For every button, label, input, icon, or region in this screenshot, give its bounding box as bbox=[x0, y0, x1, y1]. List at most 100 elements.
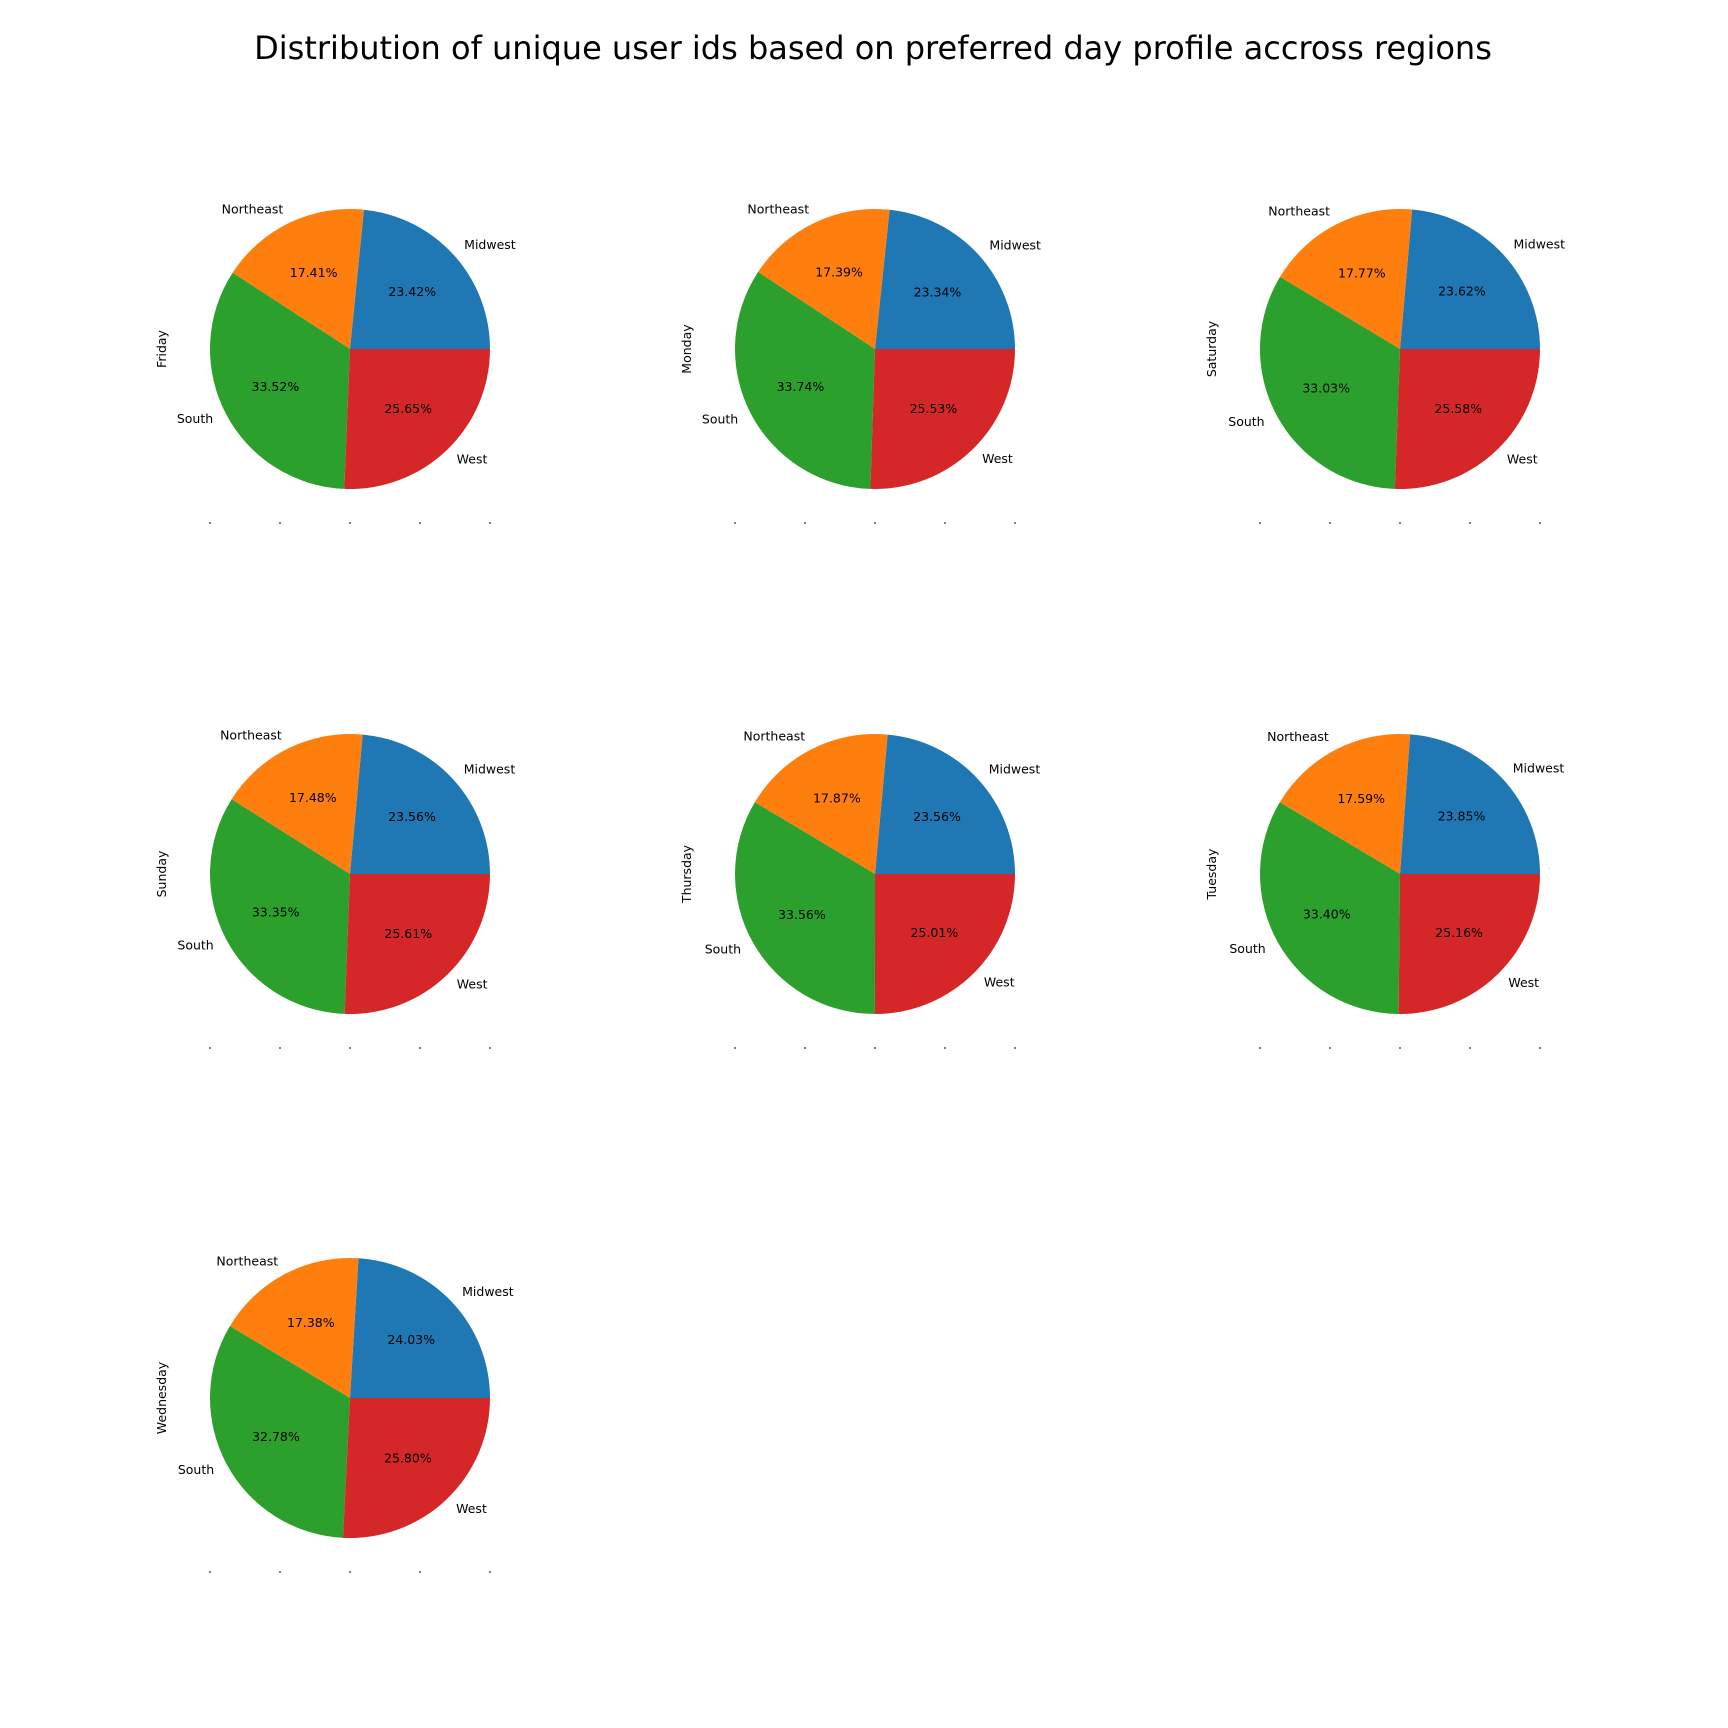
pie-slice-tuesday-south bbox=[1260, 802, 1400, 1014]
pct-label-tuesday-northeast: 17.59% bbox=[1337, 791, 1385, 806]
pie-slice-saturday-west bbox=[1394, 349, 1540, 490]
pct-label-sunday-northeast: 17.48% bbox=[289, 790, 337, 805]
slice-label-monday-south: South bbox=[702, 411, 738, 426]
slice-label-friday-west: West bbox=[457, 452, 488, 467]
ylabel-tuesday: Tuesday bbox=[1204, 848, 1219, 900]
pie-slice-saturday-midwest bbox=[1400, 209, 1540, 349]
slice-label-saturday-northeast: Northeast bbox=[1268, 203, 1330, 218]
ylabel-sunday: Sunday bbox=[154, 850, 169, 897]
pie-slice-tuesday-northeast bbox=[1279, 734, 1411, 874]
pie-slice-sunday-south bbox=[210, 799, 350, 1014]
pie-chart-monday: Midwest 23.34% Northeast 17.39% South 33.74% W… bbox=[679, 201, 1041, 524]
pie-slice-sunday-northeast bbox=[231, 733, 363, 874]
pie-slice-monday-northeast bbox=[758, 208, 890, 349]
slice-label-sunday-west: West bbox=[457, 976, 488, 991]
figure-title: Distribution of unique user ids based on… bbox=[254, 29, 1492, 67]
slice-label-saturday-south: South bbox=[1228, 414, 1264, 429]
pct-label-monday-midwest: 23.34% bbox=[914, 284, 962, 299]
ylabel-saturday: Saturday bbox=[1204, 320, 1219, 377]
pie-slice-tuesday-west bbox=[1398, 874, 1540, 1014]
pct-label-sunday-south: 33.35% bbox=[252, 905, 300, 920]
pct-label-monday-northeast: 17.39% bbox=[815, 265, 863, 280]
slice-label-thursday-south: South bbox=[705, 941, 741, 956]
slice-label-thursday-northeast: Northeast bbox=[743, 728, 805, 743]
pie-slice-monday-south bbox=[734, 271, 875, 489]
pie-slice-friday-northeast bbox=[232, 209, 364, 349]
pie-slice-sunday-midwest bbox=[350, 734, 491, 874]
slice-label-monday-northeast: Northeast bbox=[747, 201, 809, 216]
pie-slice-wednesday-midwest bbox=[350, 1258, 490, 1398]
pct-label-friday-west: 25.65% bbox=[384, 401, 432, 416]
pct-label-wednesday-northeast: 17.38% bbox=[287, 1315, 335, 1330]
pct-label-wednesday-west: 25.80% bbox=[384, 1450, 432, 1465]
ylabel-thursday: Thursday bbox=[679, 844, 694, 904]
slice-label-friday-south: South bbox=[177, 411, 213, 426]
pie-slice-thursday-midwest bbox=[875, 734, 1015, 874]
pie-slice-saturday-northeast bbox=[1279, 209, 1413, 349]
slice-label-thursday-midwest: Midwest bbox=[989, 762, 1041, 777]
ylabel-wednesday: Wednesday bbox=[154, 1361, 169, 1434]
pie-slice-wednesday-west bbox=[342, 1398, 490, 1538]
pct-label-tuesday-south: 33.40% bbox=[1303, 907, 1351, 922]
pie-slice-thursday-northeast bbox=[754, 733, 888, 874]
slice-label-saturday-west: West bbox=[1507, 451, 1538, 466]
pct-label-saturday-south: 33.03% bbox=[1302, 381, 1350, 396]
slice-label-wednesday-west: West bbox=[456, 1501, 487, 1516]
pie-slice-tuesday-midwest bbox=[1400, 734, 1540, 874]
pie-slice-monday-midwest bbox=[875, 209, 1015, 349]
pie-slice-thursday-south bbox=[734, 802, 875, 1014]
slice-label-thursday-west: West bbox=[984, 974, 1015, 989]
slice-label-friday-midwest: Midwest bbox=[464, 237, 516, 252]
pct-label-thursday-midwest: 23.56% bbox=[913, 809, 961, 824]
charts-container: Midwest 23.42% Northeast 17.41% South 33.52% W… bbox=[154, 201, 1565, 1573]
pct-label-sunday-west: 25.61% bbox=[384, 926, 432, 941]
slice-label-sunday-midwest: Midwest bbox=[464, 762, 516, 777]
pie-chart-tuesday: Midwest 23.85% Northeast 17.59% South 33.40% W… bbox=[1204, 729, 1564, 1049]
pie-slice-friday-midwest bbox=[350, 209, 490, 349]
pct-label-saturday-northeast: 17.77% bbox=[1338, 266, 1386, 281]
ylabel-monday: Monday bbox=[679, 324, 694, 374]
pie-slice-friday-south bbox=[210, 272, 350, 489]
slice-label-saturday-midwest: Midwest bbox=[1514, 236, 1566, 251]
pct-label-sunday-midwest: 23.56% bbox=[388, 809, 436, 824]
pct-label-tuesday-west: 25.16% bbox=[1435, 925, 1483, 940]
pct-label-wednesday-midwest: 24.03% bbox=[387, 1332, 435, 1347]
slice-label-wednesday-midwest: Midwest bbox=[462, 1284, 514, 1299]
pie-chart-wednesday: Midwest 24.03% Northeast 17.38% South 32.78% W… bbox=[154, 1253, 514, 1573]
slice-label-tuesday-south: South bbox=[1229, 941, 1265, 956]
pct-label-friday-midwest: 23.42% bbox=[388, 284, 436, 299]
pct-label-thursday-west: 25.01% bbox=[911, 925, 959, 940]
slice-label-tuesday-west: West bbox=[1508, 975, 1539, 990]
pie-chart-friday: Midwest 23.42% Northeast 17.41% South 33.52% W… bbox=[154, 202, 516, 524]
slice-label-monday-midwest: Midwest bbox=[989, 237, 1041, 252]
pie-chart-saturday: Midwest 23.62% Northeast 17.77% South 33.03% W… bbox=[1204, 203, 1565, 524]
slice-label-wednesday-south: South bbox=[178, 1462, 214, 1477]
slice-label-sunday-south: South bbox=[177, 937, 213, 952]
pct-label-thursday-northeast: 17.87% bbox=[813, 791, 861, 806]
pct-label-friday-northeast: 17.41% bbox=[290, 265, 338, 280]
pct-label-saturday-midwest: 23.62% bbox=[1438, 284, 1486, 299]
pct-label-monday-south: 33.74% bbox=[777, 379, 825, 394]
pct-label-wednesday-south: 32.78% bbox=[252, 1429, 300, 1444]
pct-label-monday-west: 25.53% bbox=[910, 401, 958, 416]
pie-slice-saturday-south bbox=[1259, 276, 1400, 489]
pie-chart-sunday: Midwest 23.56% Northeast 17.48% South 33.35% W… bbox=[154, 727, 515, 1049]
slice-label-sunday-northeast: Northeast bbox=[220, 727, 282, 742]
pie-slice-thursday-west bbox=[874, 874, 1015, 1014]
pie-slice-wednesday-northeast bbox=[229, 1258, 359, 1398]
pct-label-tuesday-midwest: 23.85% bbox=[1438, 808, 1486, 823]
slice-label-tuesday-northeast: Northeast bbox=[1267, 729, 1329, 744]
slice-label-tuesday-midwest: Midwest bbox=[1513, 761, 1565, 776]
pct-label-friday-south: 33.52% bbox=[252, 379, 300, 394]
pie-slice-wednesday-south bbox=[210, 1326, 350, 1538]
ylabel-friday: Friday bbox=[154, 329, 169, 367]
pie-slice-monday-west bbox=[870, 349, 1015, 489]
pie-chart-thursday: Midwest 23.56% Northeast 17.87% South 33.56% W… bbox=[679, 728, 1040, 1049]
slice-label-friday-northeast: Northeast bbox=[222, 202, 284, 217]
slice-label-wednesday-northeast: Northeast bbox=[216, 1253, 278, 1268]
pct-label-thursday-south: 33.56% bbox=[778, 907, 826, 922]
pie-slice-friday-west bbox=[344, 349, 490, 489]
slice-label-monday-west: West bbox=[982, 451, 1013, 466]
pct-label-saturday-west: 25.58% bbox=[1434, 401, 1482, 416]
